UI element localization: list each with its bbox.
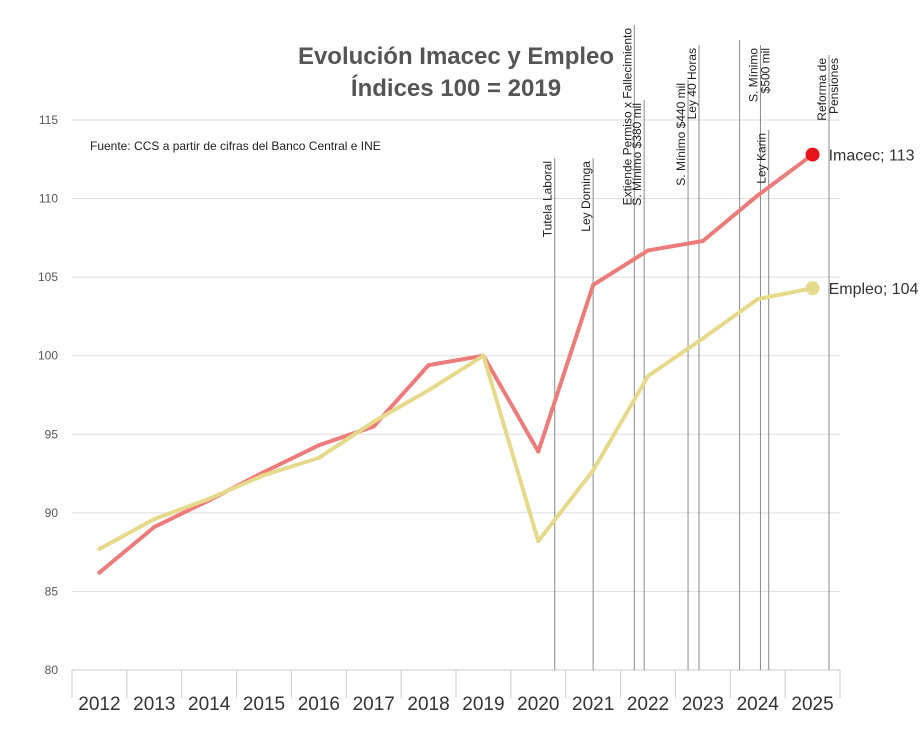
x-tick-label: 2023 [682,694,724,715]
data-point [755,297,760,302]
y-tick-label: 115 [39,113,58,127]
series-line-empleo [97,286,815,551]
x-tick-label: 2013 [133,694,175,715]
x-tick-label: 2015 [243,694,285,715]
data-point [426,363,431,368]
event-label: S. Mínimo$500 mil [746,48,772,102]
event-label: Ley Karin [755,133,769,184]
data-point [207,496,212,501]
x-tick-label: 2016 [298,694,340,715]
data-point [646,374,650,379]
data-point [316,443,321,448]
x-tick-label: 2017 [353,694,395,715]
data-point [700,336,705,341]
series-endpoint [805,147,820,162]
event-label-line: Ley Karin [755,133,769,184]
data-point [700,239,705,243]
event-label: Reforma dePensiones [815,58,841,121]
event-label: Ley 40 Horas [685,48,699,119]
event-label: S. Mínimo $380 mil [630,103,644,206]
data-point [97,570,102,575]
x-tick-label: 2022 [627,694,669,715]
event-label: Ley Dominga [579,161,593,232]
y-tick-label: 85 [45,584,59,598]
event-label-line: Tutela Laboral [541,161,555,237]
x-tick-label: 2020 [517,694,559,715]
data-point [591,468,596,473]
event-layer: Tutela Laboral Ley Dominga Extiende Permis… [541,25,841,670]
data-point [152,525,157,529]
y-tick-label: 80 [45,663,59,677]
series-layer: Imacec; 113 Empleo; 104 [97,147,919,575]
series-endpoint [805,281,820,296]
y-tick-label: 110 [39,192,58,206]
x-tick-label: 2018 [407,694,449,715]
series-end-label: Empleo; 104 [829,281,919,298]
series-end-label: Imacec; 113 [829,148,915,165]
grid-layer [71,119,841,698]
series-line-imacec [97,152,815,575]
data-point [262,473,266,478]
y-tick-label: 100 [38,349,58,363]
event-label-line: Pensiones [827,58,841,114]
source-note: Fuente: CCS a partir de cifras del Banco… [90,139,381,153]
data-point [536,449,541,454]
x-tick-label: 2024 [737,694,780,715]
y-tick-label: 95 [45,427,59,441]
x-tick-label: 2025 [791,694,833,715]
axis-layer: 80 85 90 95 100 105 110 115 2012 2013 2014 2015 2016… [38,113,834,715]
y-tick-label: 105 [38,270,58,284]
x-tick-label: 2014 [188,694,231,715]
event-label: Tutela Laboral [541,161,555,237]
data-point [536,539,541,544]
event-label-line: Ley 40 Horas [685,48,699,119]
chart-title-line-1: Evolución Imacec y Empleo [298,43,614,70]
event-label: Extiende Permiso x Fallecimiento [620,28,634,206]
event-label-line: Extiende Permiso x Fallecimiento [620,28,634,206]
data-point [481,353,486,358]
data-point [591,283,596,287]
data-point [371,419,376,424]
y-tick-label: 90 [45,506,59,520]
x-tick-label: 2021 [572,694,614,715]
data-point [371,424,376,429]
data-point [646,248,650,253]
event-label-line: S. Mínimo $440 mil [674,83,688,186]
event-label: S. Mínimo $440 mil [674,83,688,186]
data-point [97,547,102,551]
event-label-line: S. Mínimo [746,48,760,102]
event-label-line: Reforma de [815,58,829,121]
x-tick-label: 2019 [462,694,504,715]
data-point [426,388,431,393]
x-tick-label: 2012 [78,694,120,715]
chart-title-line-2: Índices 100 = 2019 [351,74,561,102]
data-point [755,193,760,198]
data-point [152,517,157,522]
event-label-line: S. Mínimo $380 mil [630,103,644,206]
event-label-line: Ley Dominga [579,161,593,232]
event-label-line: $500 mil [758,48,772,93]
data-point [316,455,321,460]
